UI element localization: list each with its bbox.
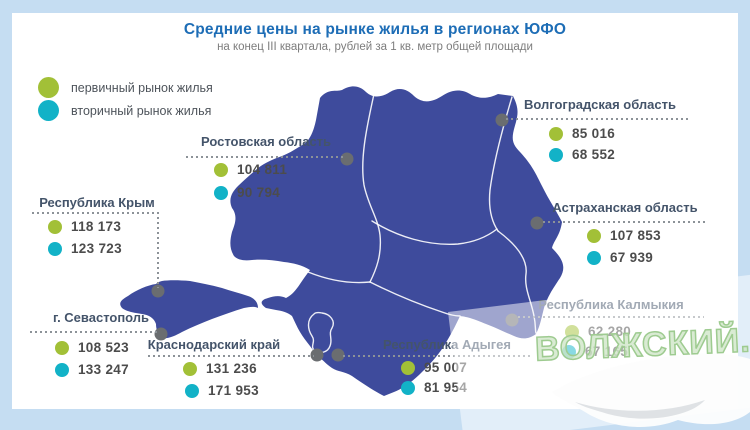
price-value: 118 173 (71, 219, 122, 234)
marker-crimea (151, 284, 165, 298)
primary-market-dot-icon (38, 77, 59, 98)
leader-line (343, 355, 530, 357)
primary-market-dot-icon (183, 361, 197, 376)
value-row-secondary: 171 953 (185, 383, 259, 398)
leader-line (32, 212, 158, 214)
primary-market-dot-icon (55, 340, 69, 355)
legend-item-primary: первичный рынок жилья (38, 77, 213, 98)
legend-item-secondary: вторичный рынок жилья (38, 100, 211, 121)
price-value: 131 236 (206, 361, 257, 376)
page-title: Средние цены на рынке жилья в регионах Ю… (183, 21, 567, 38)
region-label-rostovskaya: Ростовская область (200, 134, 332, 149)
region-label-krasnodarsky: Краснодарский край (147, 337, 281, 352)
value-row-primary: 104 811 (214, 162, 287, 177)
legend-label: вторичный рынок жилья (71, 103, 212, 118)
value-row-primary: 108 523 (55, 340, 129, 355)
adygea-enclave-border (307, 311, 334, 354)
leader-line (30, 331, 157, 333)
leader-line (186, 156, 344, 158)
value-row-secondary: 123 723 (48, 241, 122, 256)
primary-market-dot-icon (587, 228, 601, 243)
price-value: 107 853 (610, 228, 661, 243)
secondary-market-dot-icon (38, 100, 59, 121)
secondary-market-dot-icon (48, 241, 62, 256)
leader-line (148, 355, 314, 357)
leader-line-vertical (157, 212, 159, 288)
leader-line (506, 118, 688, 120)
secondary-market-dot-icon (401, 380, 415, 395)
value-row-secondary: 67 939 (587, 250, 653, 265)
secondary-market-dot-icon (587, 250, 601, 265)
price-value: 108 523 (78, 340, 129, 355)
price-value: 123 723 (71, 241, 122, 256)
marker-astrakhan (530, 216, 544, 230)
marker-krasnodar (310, 348, 324, 362)
value-row-secondary: 68 552 (549, 147, 615, 162)
marker-sevastopol (154, 327, 168, 341)
price-value: 171 953 (208, 383, 259, 398)
price-value: 133 247 (78, 362, 129, 377)
secondary-market-dot-icon (185, 383, 199, 398)
price-value: 85 016 (572, 126, 616, 141)
region-label-sevastopol: г. Севастополь (52, 310, 150, 325)
price-value: 67 939 (610, 250, 654, 265)
region-borders (307, 93, 537, 354)
primary-market-dot-icon (549, 126, 563, 141)
value-row-primary: 118 173 (48, 219, 121, 234)
region-label-volgogradskaya: Волгоградская область (523, 97, 676, 112)
price-value: 68 552 (572, 147, 616, 162)
page-subtitle: на конец III квартала, рублей за 1 кв. м… (217, 41, 533, 53)
marker-adygea (331, 348, 345, 362)
secondary-market-dot-icon (55, 362, 69, 377)
primary-market-dot-icon (401, 360, 415, 375)
price-value: 90 794 (237, 185, 281, 200)
secondary-market-dot-icon (214, 185, 228, 200)
marker-volgograd (495, 113, 509, 127)
primary-market-dot-icon (214, 162, 228, 177)
value-row-secondary: 90 794 (214, 185, 280, 200)
value-row-primary: 107 853 (587, 228, 661, 243)
region-label-astrakhanskaya: Астраханская область (552, 200, 698, 215)
price-value: 104 811 (237, 162, 288, 177)
value-row-primary: 131 236 (183, 361, 257, 376)
region-label-krym: Республика Крым (39, 195, 155, 210)
legend-label: первичный рынок жилья (71, 80, 213, 95)
value-row-primary: 85 016 (549, 126, 615, 141)
leader-line (543, 221, 706, 223)
marker-rostov (340, 152, 354, 166)
primary-market-dot-icon (48, 219, 62, 234)
secondary-market-dot-icon (549, 147, 563, 162)
value-row-secondary: 133 247 (55, 362, 129, 377)
